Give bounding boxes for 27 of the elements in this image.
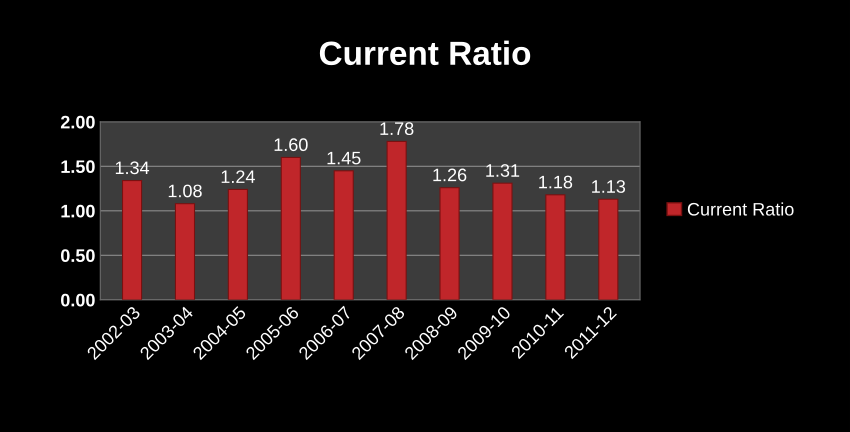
bar: [280, 156, 301, 300]
y-tick-label: 0.00: [61, 294, 95, 307]
legend-label: Current Ratio: [688, 202, 794, 216]
y-tick-label: 2.00: [60, 116, 95, 129]
data-label: 1.60: [274, 138, 308, 152]
data-label: 1.26: [433, 168, 466, 182]
bar: [545, 194, 566, 300]
chart-title: Current Ratio: [320, 40, 530, 66]
bar: [174, 203, 196, 300]
bar: [386, 140, 407, 300]
bar: [334, 170, 354, 300]
data-label: 1.08: [168, 184, 202, 198]
data-label: 1.34: [116, 161, 150, 174]
data-label: 1.13: [592, 180, 626, 193]
data-label: 1.18: [539, 176, 572, 188]
bar: [122, 180, 142, 300]
bar: [439, 187, 460, 300]
data-label: 1.24: [222, 170, 255, 183]
data-label: 1.45: [328, 152, 361, 164]
bar: [598, 198, 618, 300]
data-label: 1.31: [486, 164, 520, 177]
y-tick-label: 1.50: [61, 160, 95, 174]
y-tick-label: 0.50: [61, 249, 95, 262]
y-tick-label: 1.00: [61, 204, 95, 218]
bar: [492, 182, 513, 300]
bar: [228, 188, 248, 300]
data-label: 1.78: [380, 122, 414, 136]
